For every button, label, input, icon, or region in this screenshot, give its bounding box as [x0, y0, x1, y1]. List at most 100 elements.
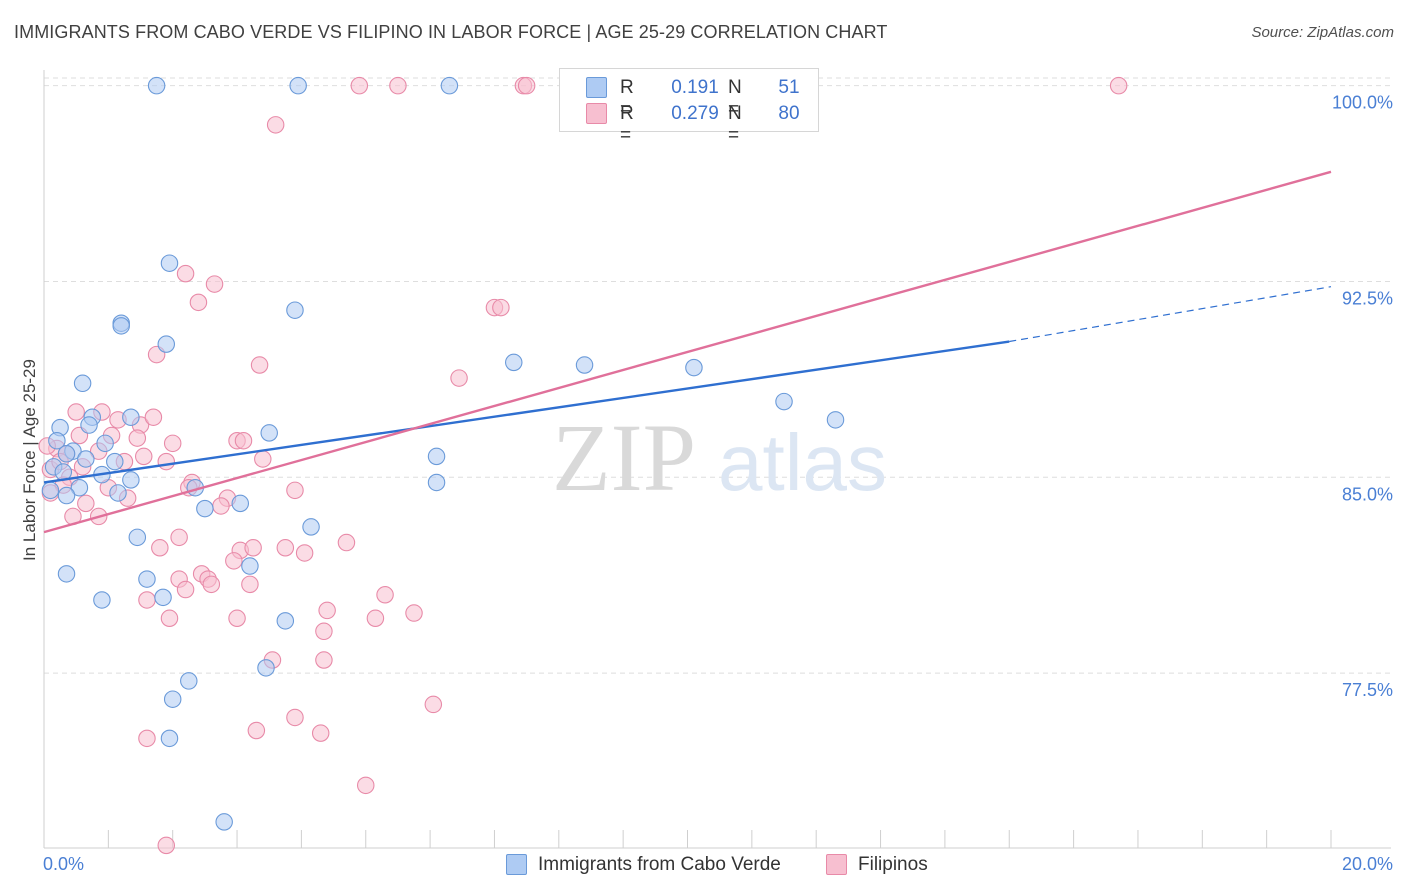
- chart-title: IMMIGRANTS FROM CABO VERDE VS FILIPINO I…: [14, 22, 888, 42]
- bottom-swatch-pink: [826, 854, 847, 875]
- point-filipinos: [350, 76, 369, 95]
- point-filipinos: [276, 539, 295, 557]
- point-filipinos: [315, 622, 333, 641]
- point-cabo-verde: [575, 356, 594, 374]
- point-cabo-verde: [48, 431, 66, 450]
- point-filipinos: [163, 434, 182, 453]
- point-cabo-verde: [147, 76, 166, 95]
- point-cabo-verde: [96, 434, 114, 453]
- legend-r-label: R =: [620, 77, 634, 120]
- point-filipinos: [254, 450, 272, 468]
- point-filipinos: [389, 76, 407, 95]
- point-filipinos: [241, 575, 259, 594]
- bottom-legend-label: Filipinos: [858, 854, 928, 875]
- point-filipinos: [189, 293, 208, 312]
- point-filipinos: [205, 275, 224, 293]
- point-cabo-verde: [257, 659, 275, 677]
- point-filipinos: [157, 452, 176, 471]
- legend-r-value: 0.279: [671, 103, 719, 124]
- trendline-filipinos: [43, 170, 1332, 534]
- point-cabo-verde: [685, 358, 703, 377]
- y-tick-label: 92.5%: [1342, 288, 1393, 308]
- point-filipinos: [160, 609, 179, 628]
- point-filipinos: [67, 403, 85, 421]
- point-cabo-verde: [289, 76, 307, 95]
- y-tick-label: 85.0%: [1342, 484, 1393, 504]
- point-filipinos: [77, 494, 95, 513]
- y-tick-label: 77.5%: [1342, 680, 1393, 700]
- watermark-zip: ZIP: [552, 404, 696, 511]
- point-filipinos: [405, 604, 423, 622]
- point-filipinos: [356, 776, 375, 795]
- point-cabo-verde: [505, 353, 523, 372]
- point-filipinos: [244, 539, 262, 557]
- point-cabo-verde: [157, 335, 176, 353]
- y-tick-label: 100.0%: [1332, 93, 1393, 113]
- point-filipinos: [176, 580, 195, 599]
- x-tick-label: 20.0%: [1342, 854, 1393, 874]
- point-filipinos: [228, 609, 246, 628]
- point-cabo-verde: [109, 484, 127, 502]
- point-filipinos: [144, 408, 163, 426]
- point-filipinos: [225, 552, 243, 570]
- point-cabo-verde: [122, 471, 140, 489]
- point-filipinos: [134, 447, 153, 466]
- point-filipinos: [318, 601, 336, 620]
- point-cabo-verde: [106, 452, 124, 471]
- point-cabo-verde: [77, 450, 95, 468]
- point-cabo-verde: [826, 411, 845, 429]
- point-filipinos: [247, 721, 266, 740]
- legend-r-label: R =: [620, 103, 634, 146]
- legend-n-value: 51: [778, 77, 800, 98]
- point-cabo-verde: [128, 528, 147, 547]
- point-cabo-verde: [260, 424, 278, 442]
- point-filipinos: [1109, 76, 1128, 95]
- point-cabo-verde: [215, 813, 233, 831]
- point-cabo-verde: [276, 612, 295, 630]
- x-tick-label: 0.0%: [43, 854, 84, 874]
- point-cabo-verde: [73, 374, 92, 393]
- bottom-swatch-blue: [506, 854, 527, 875]
- point-cabo-verde: [440, 76, 459, 95]
- point-cabo-verde: [41, 481, 60, 500]
- point-cabo-verde: [122, 408, 140, 426]
- point-cabo-verde: [196, 499, 214, 518]
- point-filipinos: [138, 591, 156, 609]
- trendline-cabo-verde-extension: [1009, 286, 1332, 343]
- point-filipinos: [376, 586, 394, 604]
- point-cabo-verde: [138, 570, 156, 588]
- point-filipinos: [315, 651, 333, 669]
- point-filipinos: [337, 533, 356, 552]
- point-cabo-verde: [57, 486, 76, 505]
- point-filipinos: [286, 481, 304, 500]
- point-cabo-verde: [302, 518, 320, 536]
- point-filipinos: [266, 116, 285, 134]
- point-filipinos: [295, 544, 314, 562]
- bottom-legend-label: Immigrants from Cabo Verde: [538, 854, 781, 875]
- trend-layer: [43, 170, 1332, 534]
- legend-n-value: 80: [778, 103, 800, 124]
- point-cabo-verde: [160, 254, 179, 272]
- point-cabo-verde: [286, 301, 304, 319]
- correlation-legend: R = 0.191 N = 51 R = 0.279 N = 80: [559, 68, 819, 146]
- point-cabo-verde: [427, 447, 446, 466]
- chart-source: Source: ZipAtlas.com: [1251, 24, 1394, 41]
- point-filipinos: [424, 695, 443, 714]
- point-filipinos: [170, 528, 188, 547]
- point-cabo-verde: [154, 588, 172, 607]
- point-filipinos: [517, 76, 536, 95]
- legend-r-value: 0.191: [671, 77, 719, 98]
- legend-swatch-pink: [586, 103, 607, 124]
- point-cabo-verde: [57, 445, 76, 463]
- point-filipinos: [286, 708, 304, 727]
- point-cabo-verde: [180, 672, 198, 690]
- point-cabo-verde: [231, 494, 250, 513]
- points-layer: [38, 76, 1128, 855]
- point-filipinos: [234, 431, 253, 450]
- tick-labels: 100.0% 92.5% 85.0% 77.5% 0.0% 20.0%: [43, 93, 1393, 874]
- point-cabo-verde: [427, 473, 446, 492]
- point-filipinos: [492, 298, 510, 317]
- axis-layer: [43, 70, 1391, 849]
- point-filipinos: [311, 724, 330, 742]
